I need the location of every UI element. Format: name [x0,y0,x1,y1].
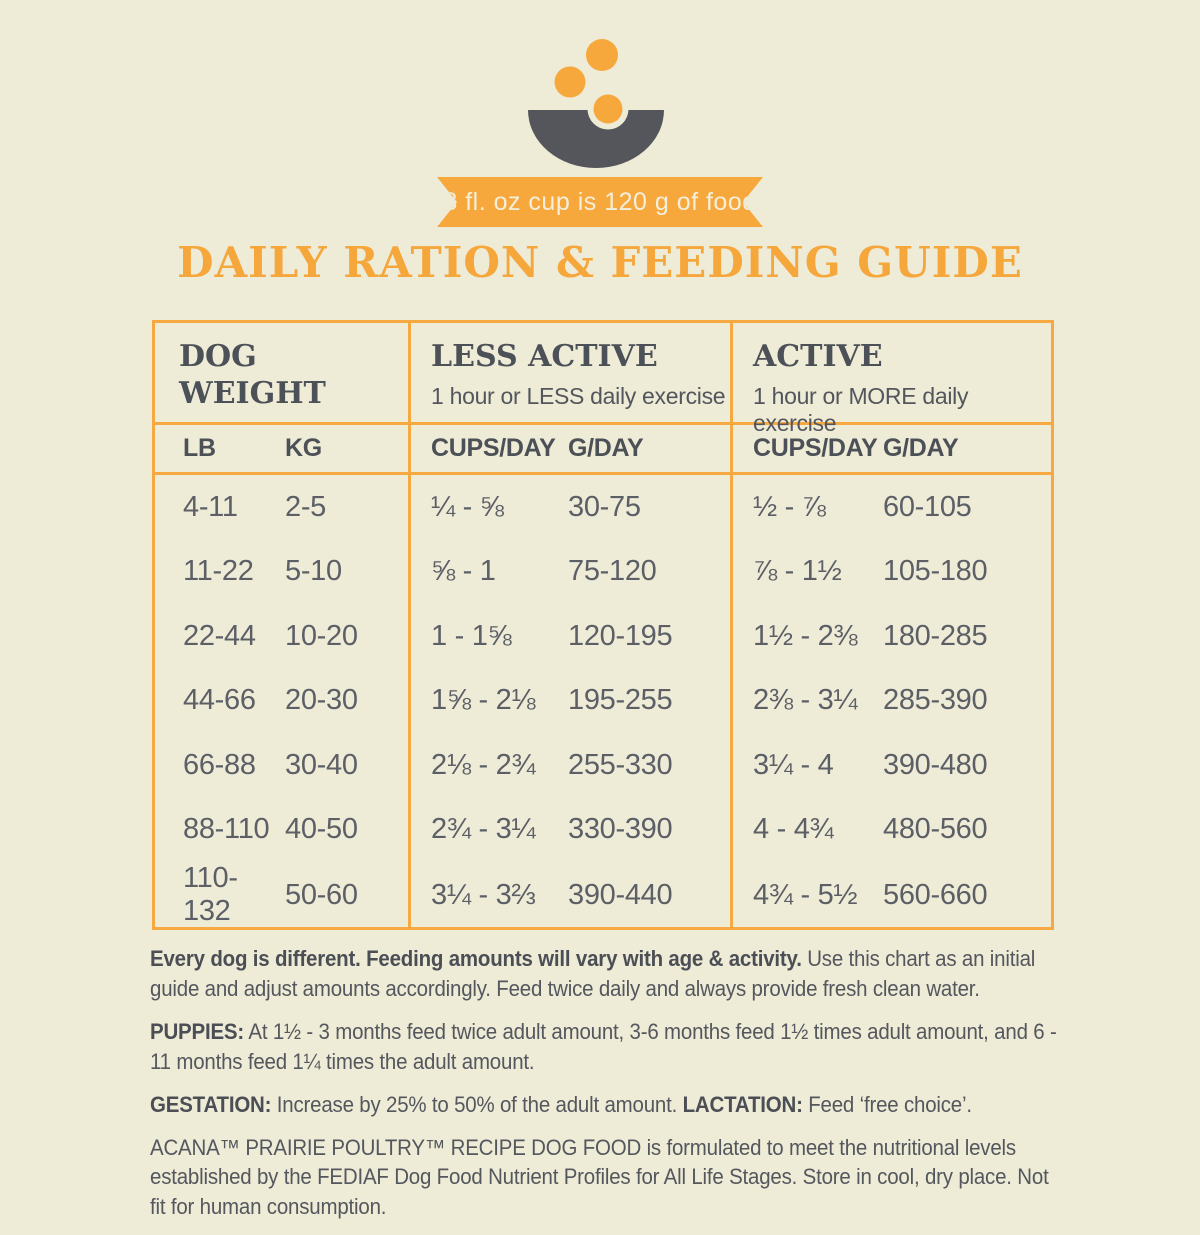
table-cell: 120-195 [568,619,673,652]
note-text: Feed ‘free choice’. [802,1091,972,1117]
column-header-cups-day: CUPS/DAY [730,425,883,472]
group-subtitle: 1 hour or LESS daily exercise [431,382,726,409]
table-cell: 75-120 [568,555,657,588]
group-title: ACTIVE [753,339,883,374]
banner-text: 8 fl. oz cup is 120 g of food [443,187,757,216]
note-paragraph: PUPPIES: At 1½ - 3 months feed twice adu… [150,1017,1057,1077]
table-cell: 255-330 [568,748,673,781]
kibble-dot [554,66,586,98]
note-paragraph: GESTATION: Increase by 25% to 50% of the… [150,1090,1057,1120]
table-cell: 66-88 [183,748,256,781]
feeding-table: DOG WEIGHT LESS ACTIVE 1 hour or LESS da… [152,320,1054,930]
table-row: 11-22 5-10 ⅝ - 1 75-120 ⅞ - 1½ 105-180 [155,539,1051,604]
note-paragraph: Every dog is different. Feeding amounts … [150,944,1057,1004]
table-cell: 390-480 [883,748,988,781]
table-row: 88-110 40-50 2¾ - 3¼ 330-390 4 - 4¾ 480-560 [155,797,1051,862]
table-cell: 180-285 [883,619,988,652]
table-cell: 3¼ - 3⅔ [408,862,568,928]
table-cell: 195-255 [568,684,673,717]
note-bold-text: GESTATION: [150,1091,272,1117]
page-title: DAILY RATION & FEEDING GUIDE [177,238,1023,287]
table-cell: 30-75 [568,490,641,523]
table-cell: 480-560 [883,813,988,846]
column-header-kg: KG [285,434,322,462]
group-header-row: DOG WEIGHT LESS ACTIVE 1 hour or LESS da… [155,323,1051,437]
note-text: Use this chart as an initial guide and a… [150,946,1036,1001]
table-cell: 88-110 [183,813,270,846]
table-cell: 50-60 [285,878,358,911]
table-cell: 330-390 [568,813,673,846]
table-cell: 2¾ - 3¼ [408,797,568,862]
column-header-g-day: G/DAY [883,434,959,462]
group-active: ACTIVE 1 hour or MORE daily exercise [730,323,1051,437]
table-cell: 60-105 [883,490,972,523]
note-bold-text: Every dog is different. Feeding amounts … [150,946,802,971]
table-cell: 11-22 [183,555,254,588]
table-cell: 4-11 [183,490,238,523]
table-cell: 2-5 [285,490,327,523]
table-cell: 105-180 [883,555,988,588]
note-text: ACANA™ PRAIRIE POULTRY™ RECIPE DOG FOOD … [150,1134,1049,1220]
table-cell: 1⅝ - 2⅛ [408,668,568,733]
table-cell: 1 - 1⅝ [408,604,568,669]
column-header-lb: LB [183,434,216,462]
table-row: 66-88 30-40 2⅛ - 2¾ 255-330 3¼ - 4 390-480 [155,733,1051,798]
group-dog-weight: DOG WEIGHT [155,323,408,437]
note-paragraph: ACANA™ PRAIRIE POULTRY™ RECIPE DOG FOOD … [150,1133,1057,1223]
table-cell: 20-30 [285,684,358,717]
table-cell: 1½ - 2⅜ [730,604,883,669]
table-row: 44-66 20-30 1⅝ - 2⅛ 195-255 2⅜ - 3¼ 285-390 [155,668,1051,733]
table-cell: 44-66 [183,684,256,717]
note-text: At 1½ - 3 months feed twice adult amount… [150,1018,1057,1074]
table-cell: ½ - ⅞ [730,475,883,540]
table-cell: 40-50 [285,813,358,846]
kibble-dot [586,39,618,71]
notes: Every dog is different. Feeding amounts … [150,944,1057,1235]
table-cell: 390-440 [568,878,673,911]
table-row: 4-11 2-5 ¼ - ⅝ 30-75 ½ - ⅞ 60-105 [155,475,1051,540]
table-cell: 110-132 [183,862,238,927]
table-cell: 285-390 [883,684,988,717]
table-row: 110-132 50-60 3¼ - 3⅔ 390-440 4¾ - 5½ 560-660 [155,862,1051,928]
table-rows: 4-11 2-5 ¼ - ⅝ 30-75 ½ - ⅞ 60-105 11-22 5-10 ⅝ -… [155,475,1051,928]
bowl-icon [528,39,664,168]
group-title: DOG WEIGHT [179,339,326,411]
kibble-dot [593,94,623,124]
group-subtitle: 1 hour or MORE daily exercise [753,382,969,436]
table-cell: 4¾ - 5½ [730,862,883,928]
subheader-row: LB KG CUPS/DAY G/DAY CUPS/DAY G/DAY [155,422,1051,475]
table-cell: 3¼ - 4 [730,733,883,798]
feeding-guide-page: 8 fl. oz cup is 120 g of food DAILY RATI… [150,34,1057,1219]
table-cell: ⅝ - 1 [408,539,568,604]
table-cell: 10-20 [285,619,358,652]
note-text: Increase by 25% to 50% of the adult amou… [271,1091,683,1117]
column-header-g-day: G/DAY [568,434,644,462]
table-cell: 2⅜ - 3¼ [730,668,883,733]
column-header-cups-day: CUPS/DAY [408,425,568,472]
table-cell: 30-40 [285,748,358,781]
table-cell: ⅞ - 1½ [730,539,883,604]
table-cell: 5-10 [285,555,342,588]
table-cell: 560-660 [883,878,988,911]
group-less-active: LESS ACTIVE 1 hour or LESS daily exercis… [408,323,730,437]
bowl-shape [528,110,664,168]
group-title: LESS ACTIVE [431,339,658,374]
note-bold-text: LACTATION: [682,1091,803,1117]
table-cell: 22-44 [183,619,256,652]
table-cell: ¼ - ⅝ [408,475,568,540]
banner-ribbon: 8 fl. oz cup is 120 g of food [437,177,763,227]
note-bold-text: PUPPIES: [150,1018,245,1044]
header-art [496,34,696,176]
table-cell: 2⅛ - 2¾ [408,733,568,798]
table-cell: 4 - 4¾ [730,797,883,862]
table-row: 22-44 10-20 1 - 1⅝ 120-195 1½ - 2⅜ 180-285 [155,604,1051,669]
